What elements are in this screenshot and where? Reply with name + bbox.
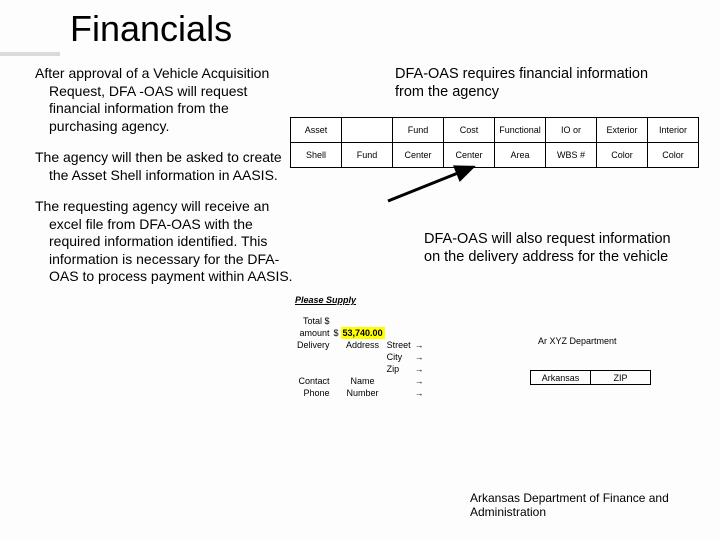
cell: Street bbox=[385, 339, 413, 351]
cell: Functional bbox=[495, 118, 546, 143]
cell bbox=[385, 375, 413, 387]
table-row: City → bbox=[295, 351, 430, 363]
cell bbox=[332, 351, 341, 363]
cell: WBS # bbox=[546, 143, 597, 168]
cell bbox=[385, 327, 413, 339]
cell: Cost bbox=[444, 118, 495, 143]
left-p3: The requesting agency will receive an ex… bbox=[35, 198, 295, 286]
cell: IO or bbox=[546, 118, 597, 143]
cell bbox=[426, 363, 430, 375]
left-p1: After approval of a Vehicle Acquisition … bbox=[35, 65, 295, 135]
left-p2: The agency will then be asked to create … bbox=[35, 149, 295, 184]
cell: Phone bbox=[295, 387, 332, 399]
table-row: Arkansas ZIP bbox=[531, 371, 651, 385]
cell bbox=[413, 315, 426, 327]
table-row: Phone Number → bbox=[295, 387, 430, 399]
table-row: Total $ bbox=[295, 315, 430, 327]
supply-section: Please Supply Total $ amount $ 53,740.00… bbox=[295, 295, 430, 399]
info-table: Asset Fund Cost Functional IO or Exterio… bbox=[290, 117, 699, 168]
cell: City bbox=[385, 351, 413, 363]
cell bbox=[426, 339, 430, 351]
cell: Color bbox=[648, 143, 699, 168]
cell bbox=[426, 351, 430, 363]
cell bbox=[413, 327, 426, 339]
right-callout-1: DFA-OAS requires financial information f… bbox=[395, 65, 675, 101]
cell bbox=[332, 339, 341, 351]
cell bbox=[332, 375, 341, 387]
cell bbox=[385, 387, 413, 399]
state-table: Arkansas ZIP bbox=[530, 370, 651, 385]
cell bbox=[341, 351, 385, 363]
cell bbox=[295, 363, 332, 375]
cell: Asset bbox=[291, 118, 342, 143]
dept-label: Ar XYZ Department bbox=[538, 336, 617, 346]
cell: Total $ bbox=[295, 315, 332, 327]
cell: → bbox=[413, 387, 426, 399]
cell: Color bbox=[597, 143, 648, 168]
cell: Arkansas bbox=[531, 371, 591, 385]
info-table-wrap: Asset Fund Cost Functional IO or Exterio… bbox=[290, 117, 699, 168]
slide-title: Financials bbox=[70, 8, 232, 50]
left-column: After approval of a Vehicle Acquisition … bbox=[35, 65, 295, 300]
cell: Area bbox=[495, 143, 546, 168]
cell: Shell bbox=[291, 143, 342, 168]
table-row: Zip → bbox=[295, 363, 430, 375]
cell: Address bbox=[341, 339, 385, 351]
accent-bar bbox=[0, 52, 60, 56]
table-row: Delivery Address Street → bbox=[295, 339, 430, 351]
cell bbox=[426, 387, 430, 399]
table-row: Asset Fund Cost Functional IO or Exterio… bbox=[291, 118, 699, 143]
cell: Zip bbox=[385, 363, 413, 375]
right-callout-2: DFA-OAS will also request information on… bbox=[424, 230, 689, 266]
footer-text: Arkansas Department of Finance and Admin… bbox=[470, 492, 690, 520]
cell bbox=[426, 315, 430, 327]
cell: ZIP bbox=[591, 371, 651, 385]
cell bbox=[341, 315, 385, 327]
arrow-icon bbox=[338, 163, 498, 208]
cell: Number bbox=[341, 387, 385, 399]
supply-heading: Please Supply bbox=[295, 295, 430, 305]
cell bbox=[341, 363, 385, 375]
cell bbox=[332, 315, 341, 327]
cell: Fund bbox=[393, 118, 444, 143]
cell: Delivery bbox=[295, 339, 332, 351]
table-row: amount $ 53,740.00 bbox=[295, 327, 430, 339]
cell bbox=[295, 351, 332, 363]
cell: → bbox=[413, 339, 426, 351]
cell: → bbox=[413, 351, 426, 363]
cell: Contact bbox=[295, 375, 332, 387]
cell: Exterior bbox=[597, 118, 648, 143]
cell bbox=[426, 375, 430, 387]
supply-table: Total $ amount $ 53,740.00 Delivery Addr… bbox=[295, 315, 430, 399]
cell-highlighted: 53,740.00 bbox=[341, 327, 385, 339]
cell: amount bbox=[295, 327, 332, 339]
cell: → bbox=[413, 375, 426, 387]
cell bbox=[332, 387, 341, 399]
cell: $ bbox=[332, 327, 341, 339]
cell bbox=[385, 315, 413, 327]
table-row: Contact Name → bbox=[295, 375, 430, 387]
cell: Name bbox=[341, 375, 385, 387]
cell bbox=[342, 118, 393, 143]
cell: → bbox=[413, 363, 426, 375]
cell bbox=[332, 363, 341, 375]
cell bbox=[426, 327, 430, 339]
cell: Interior bbox=[648, 118, 699, 143]
